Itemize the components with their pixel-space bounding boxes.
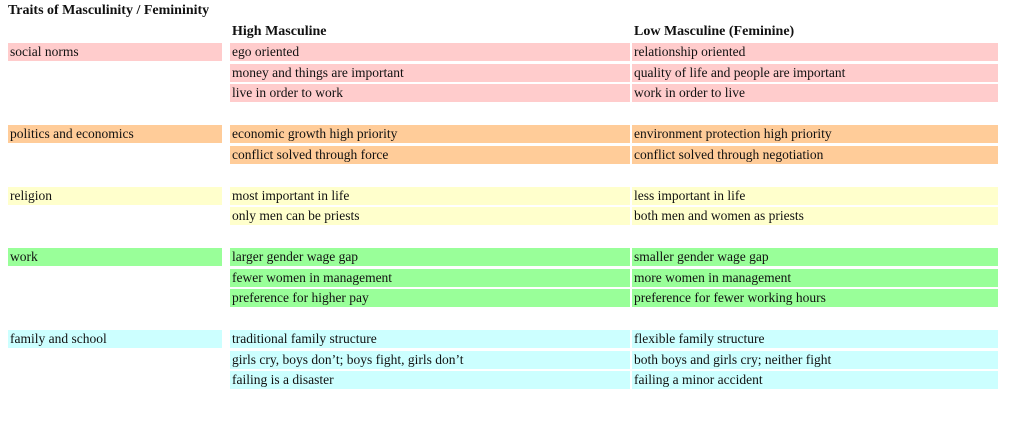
high-masculine-trait: traditional family structure [230,330,630,348]
high-masculine-trait: preference for higher pay [230,289,630,307]
high-masculine-trait: economic growth high priority [230,125,630,143]
low-masculine-trait: quality of life and people are important [632,64,998,82]
category-label: religion [8,187,222,205]
category-label: politics and economics [8,125,222,143]
low-masculine-trait: flexible family structure [632,330,998,348]
low-masculine-trait: failing a minor accident [632,371,998,389]
low-masculine-trait: conflict solved through negotiation [632,146,998,164]
high-masculine-trait: failing is a disaster [230,371,630,389]
low-masculine-trait: smaller gender wage gap [632,248,998,266]
high-masculine-trait: ego oriented [230,43,630,61]
category-cell-empty [8,351,222,369]
category-cell-empty [8,146,222,164]
high-masculine-trait: conflict solved through force [230,146,630,164]
low-masculine-trait: relationship oriented [632,43,998,61]
category-label: work [8,248,222,266]
high-masculine-trait: money and things are important [230,64,630,82]
low-masculine-trait: less important in life [632,187,998,205]
high-masculine-trait: fewer women in management [230,269,630,287]
low-masculine-trait: more women in management [632,269,998,287]
high-masculine-trait: girls cry, boys don’t; boys fight, girls… [230,351,630,369]
category-cell-empty [8,269,222,287]
category-cell-empty [8,207,222,225]
column-header-high-masculine: High Masculine [232,24,327,39]
page-title: Traits of Masculinity / Femininity [8,3,210,18]
high-masculine-trait: only men can be priests [230,207,630,225]
category-cell-empty [8,64,222,82]
high-masculine-trait: live in order to work [230,84,630,102]
high-masculine-trait: larger gender wage gap [230,248,630,266]
category-cell-empty [8,371,222,389]
category-cell-empty [8,84,222,102]
column-header-low-masculine: Low Masculine (Feminine) [634,24,795,39]
category-label: social norms [8,43,222,61]
high-masculine-trait: most important in life [230,187,630,205]
low-masculine-trait: work in order to live [632,84,998,102]
low-masculine-trait: environment protection high priority [632,125,998,143]
category-cell-empty [8,289,222,307]
low-masculine-trait: both men and women as priests [632,207,998,225]
low-masculine-trait: preference for fewer working hours [632,289,998,307]
low-masculine-trait: both boys and girls cry; neither fight [632,351,998,369]
category-label: family and school [8,330,222,348]
